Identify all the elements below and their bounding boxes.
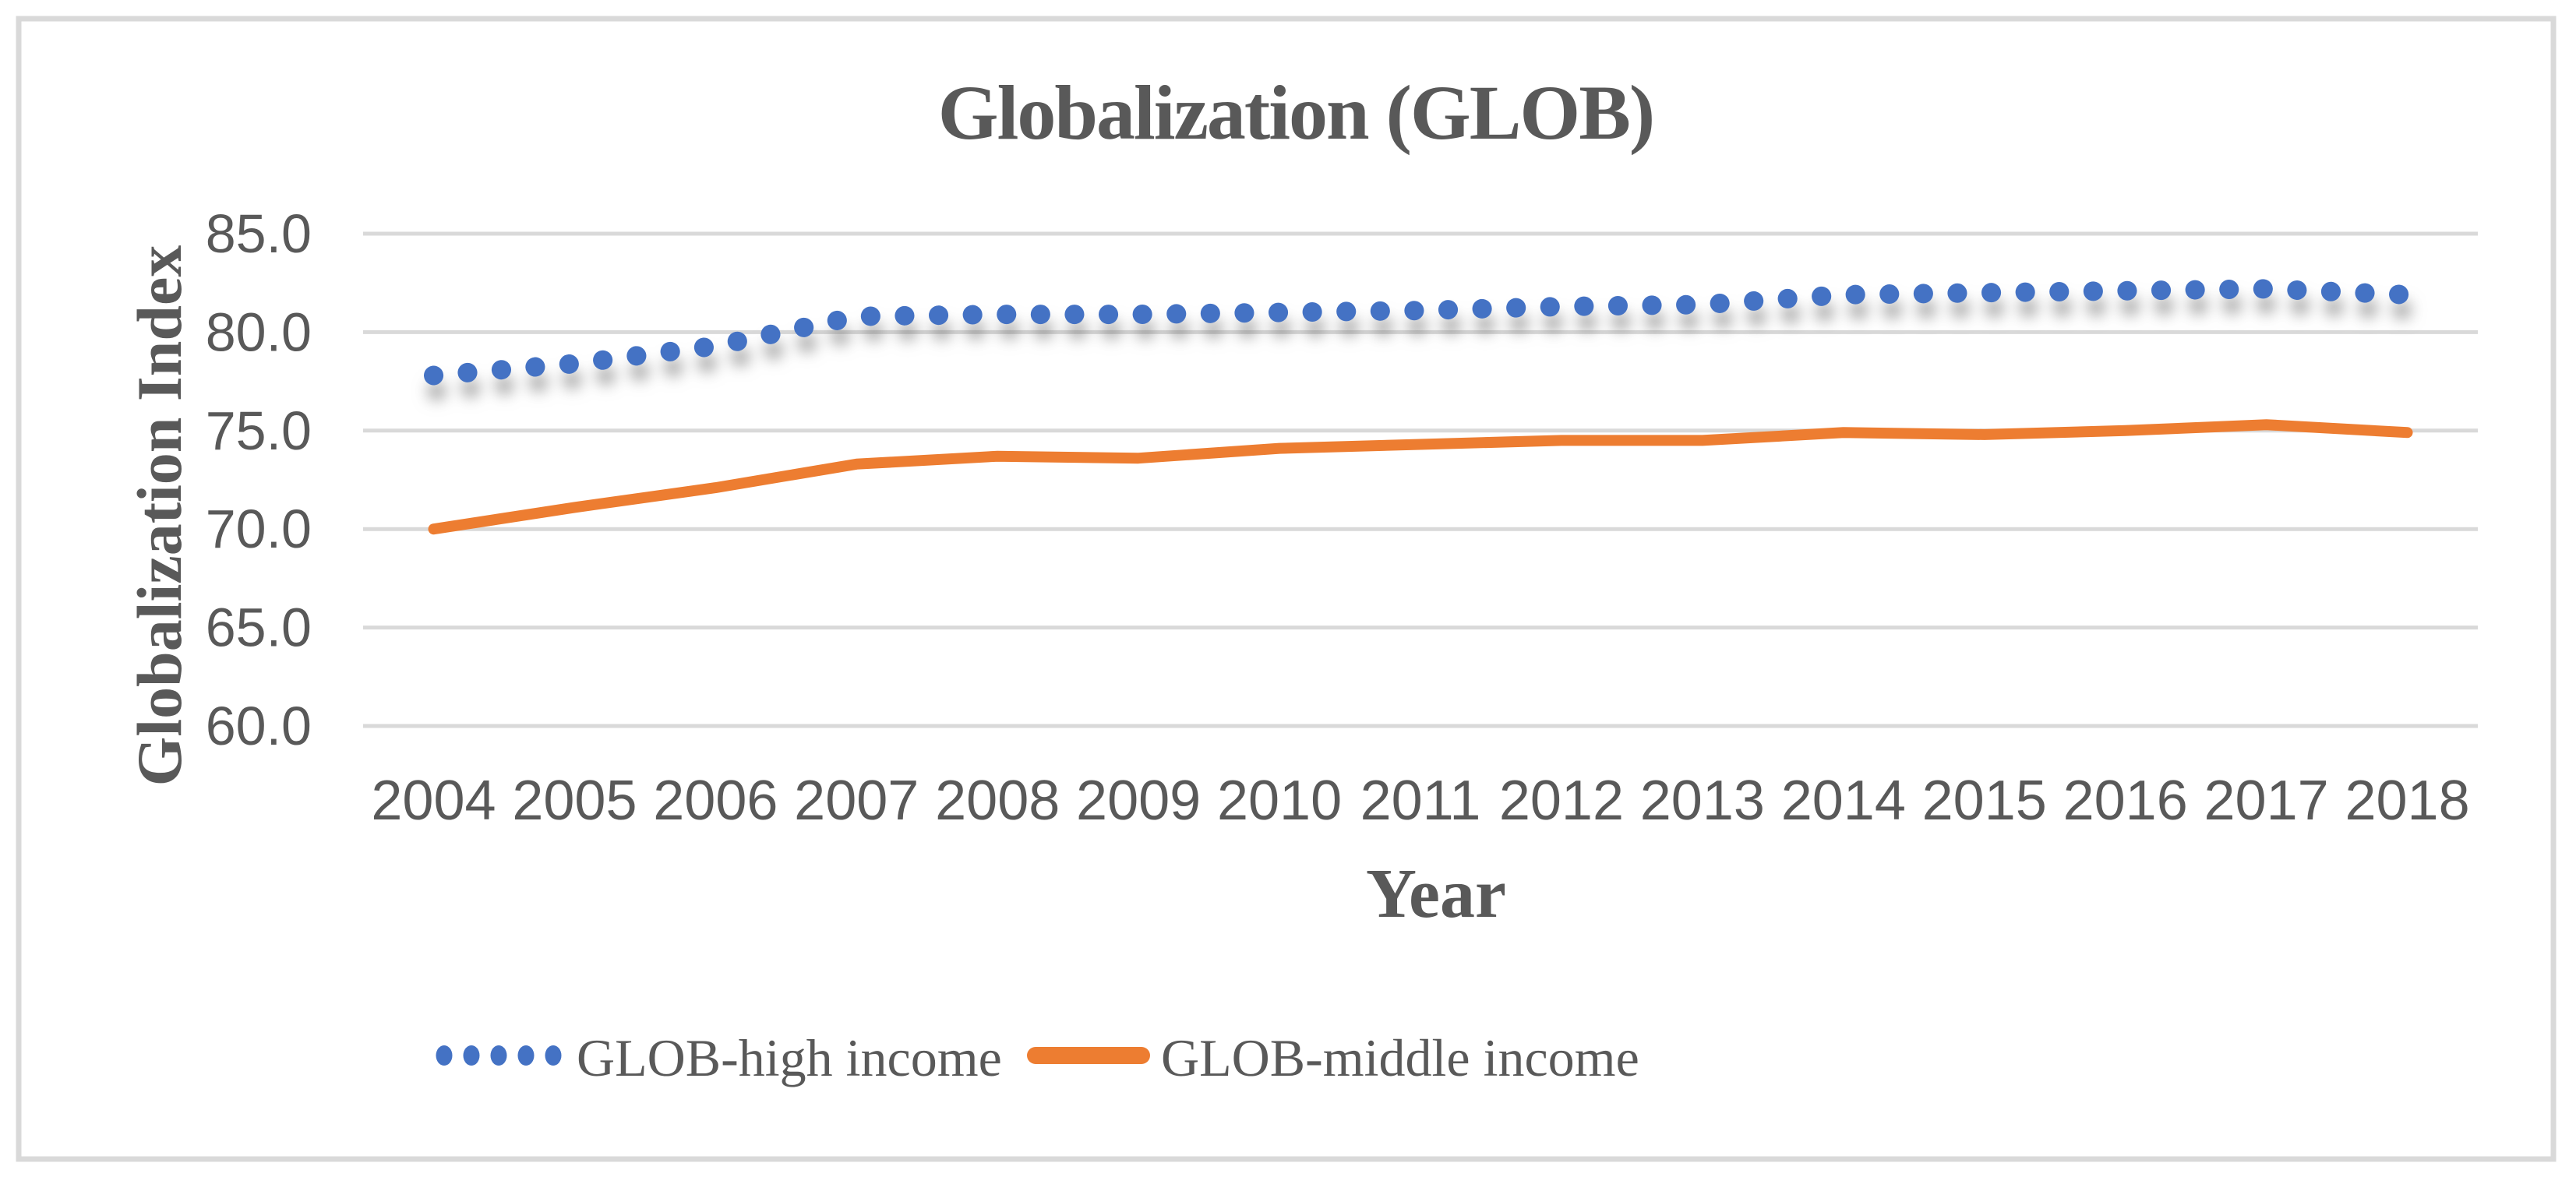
y-axis-tick-labels: 85.0 80.0 75.0 70.0 65.0 60.0 [206,203,312,756]
chart-title: Globalization (GLOB) [938,69,1653,156]
x-tick-label: 2007 [794,770,919,832]
legend-marker-dot [463,1045,480,1066]
x-tick-label: 2004 [371,770,496,832]
legend-marker-solid-line [1027,1047,1150,1064]
x-tick-label: 2011 [1360,770,1481,832]
x-tick-label: 2015 [1922,770,2047,832]
y-tick-label: 75.0 [206,400,312,461]
y-tick-label: 60.0 [206,696,312,756]
x-tick-label: 2010 [1217,770,1342,832]
x-tick-label: 2013 [1640,770,1765,832]
x-tick-label: 2012 [1499,770,1624,832]
y-tick-label: 80.0 [206,301,312,362]
legend: GLOB-high income GLOB-middle income [436,1028,1639,1087]
legend-marker-dot [545,1045,562,1066]
x-tick-label: 2014 [1781,770,1906,832]
x-tick-label: 2006 [653,770,778,832]
y-tick-label: 65.0 [206,597,312,658]
legend-marker-dot [490,1045,507,1066]
legend-label-high-income: GLOB-high income [577,1028,1002,1087]
x-tick-label: 2005 [512,770,637,832]
y-tick-label: 70.0 [206,499,312,559]
x-axis-title: Year [1366,855,1506,932]
series-glob-middle-income-line [428,419,2413,535]
legend-label-middle-income: GLOB-middle income [1161,1028,1639,1087]
x-axis-tick-labels: 2004 2005 2006 2007 2008 2009 2010 2011 2012 2013… [371,770,2469,832]
x-tick-label: 2008 [935,770,1060,832]
legend-marker-dotted-line [436,1045,562,1066]
gridlines [363,231,2478,728]
y-tick-label: 85.0 [206,203,312,264]
chart-border [16,16,2557,1162]
y-axis-title: Globalization Index [124,245,195,787]
x-tick-label: 2009 [1076,770,1201,832]
x-tick-label: 2017 [2204,770,2329,832]
legend-marker-dot [517,1045,535,1066]
series-glob-high-income-line [424,279,2417,386]
x-tick-label: 2018 [2345,770,2469,832]
legend-marker-dot [436,1045,453,1066]
x-tick-label: 2016 [2063,770,2188,832]
